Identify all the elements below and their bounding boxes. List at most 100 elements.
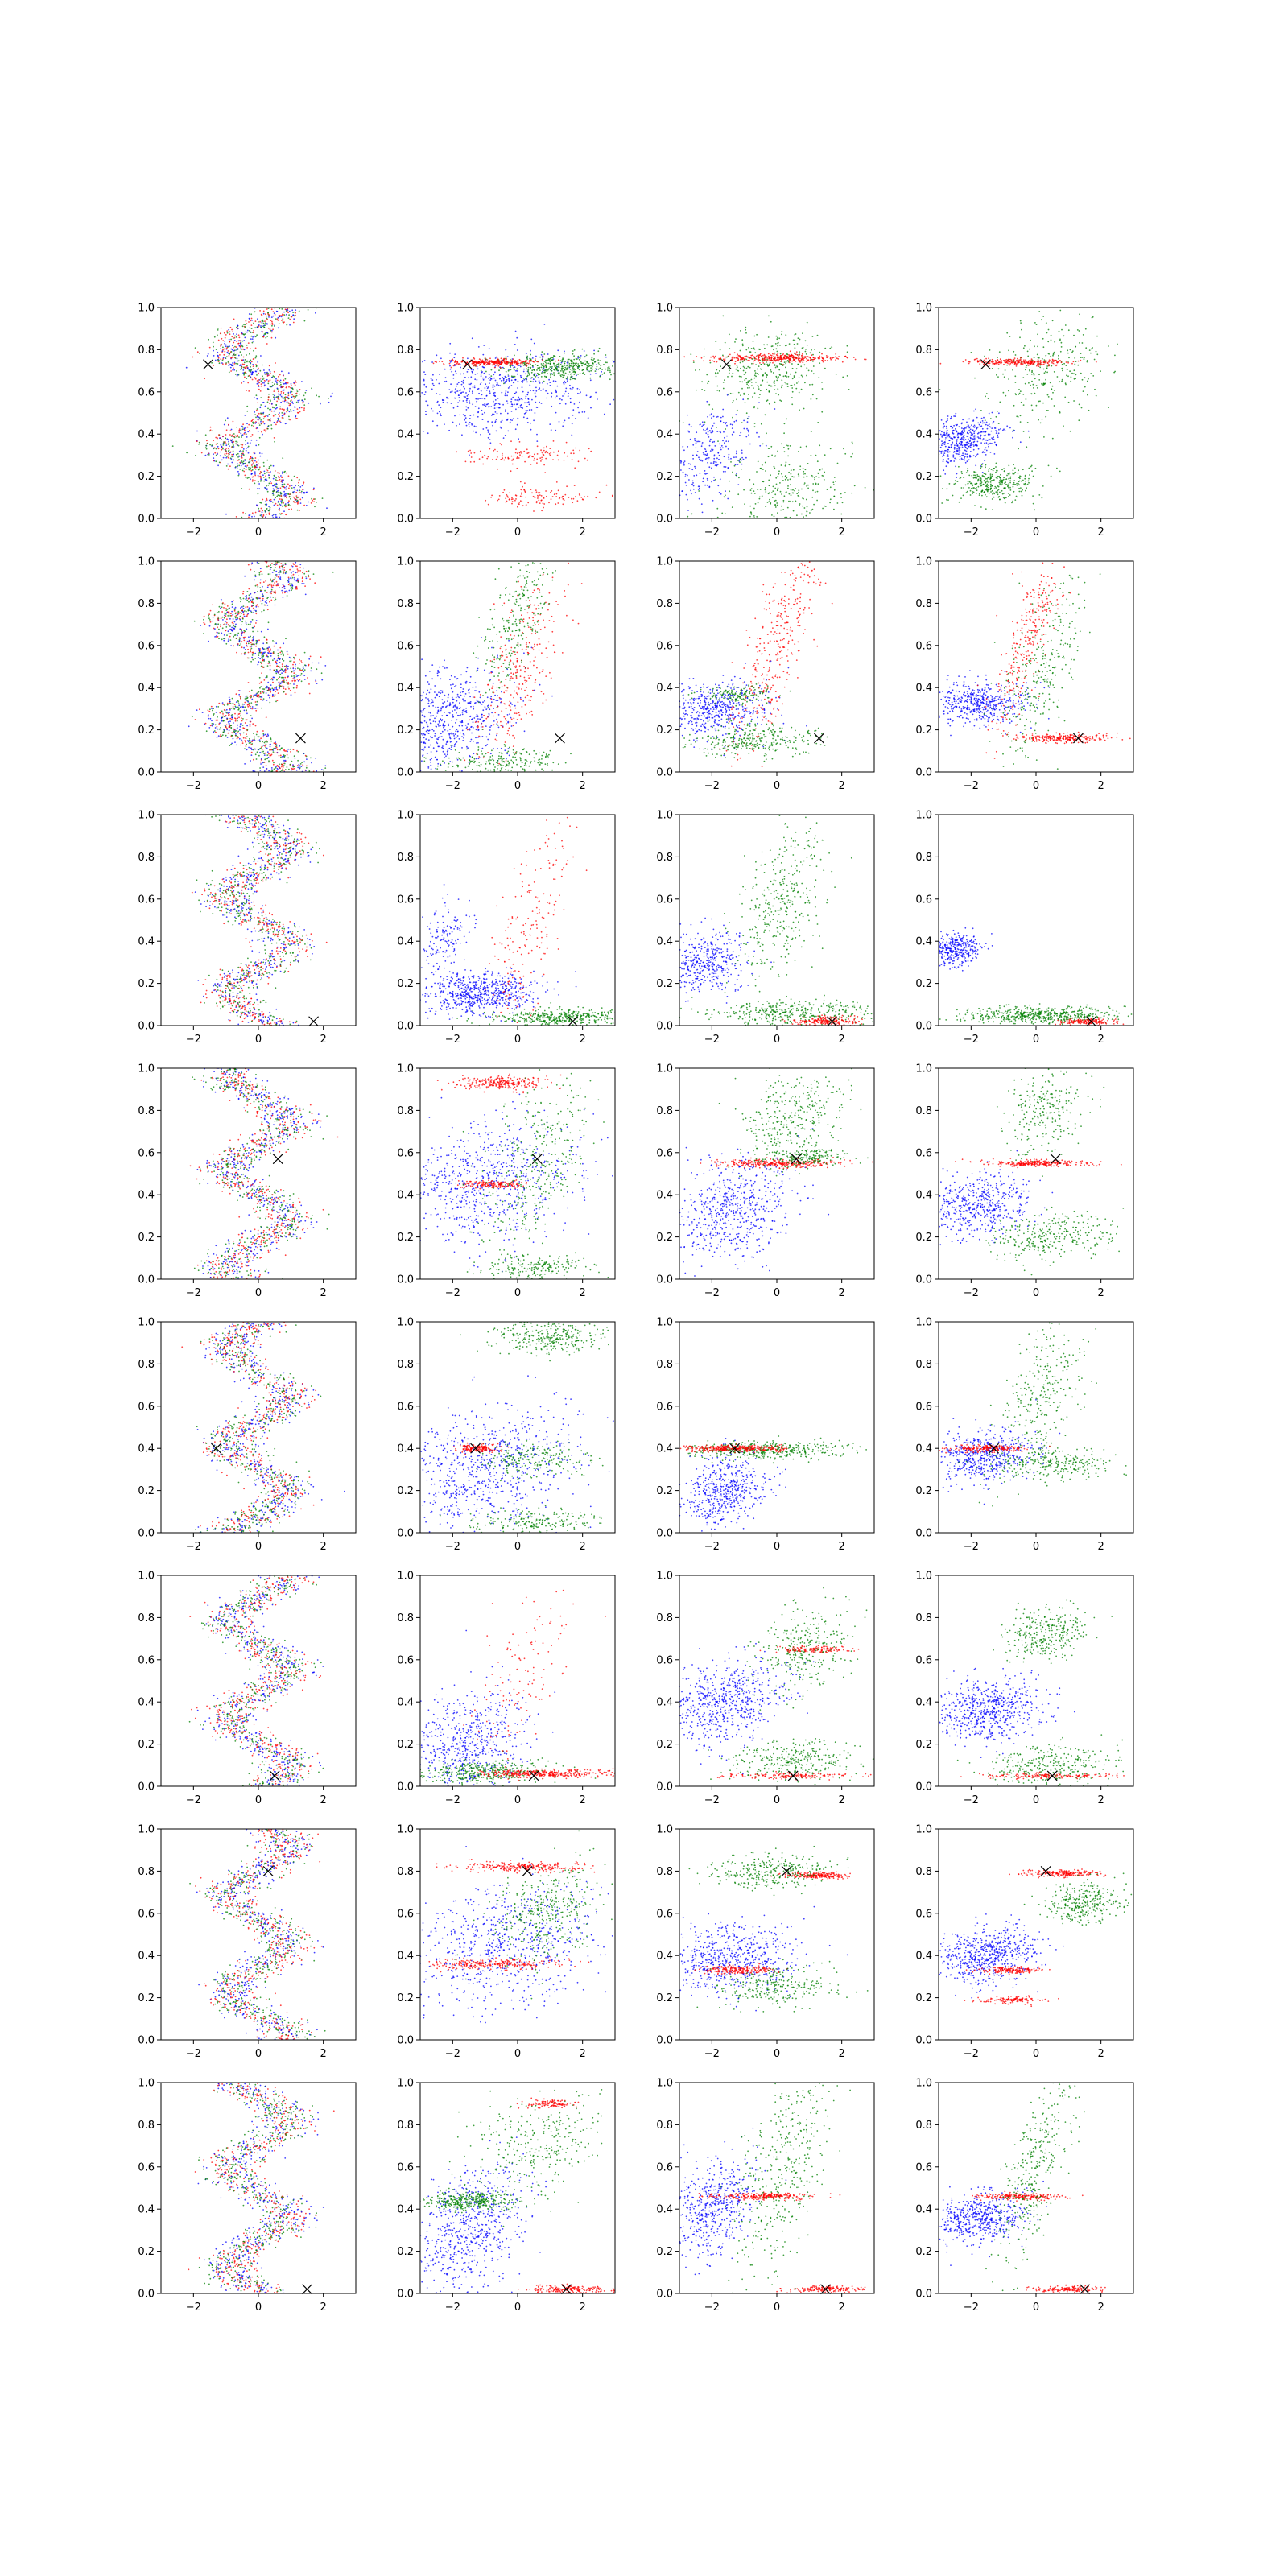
point-blue <box>468 383 470 385</box>
point-green <box>780 363 782 365</box>
point-green <box>851 441 853 444</box>
point-green <box>543 365 545 367</box>
point-blue <box>518 398 521 401</box>
point-red <box>478 358 481 360</box>
point-red <box>782 358 784 360</box>
point-blue <box>508 380 510 382</box>
point-blue <box>699 440 701 443</box>
point-green <box>667 365 669 367</box>
point-red <box>788 359 790 361</box>
point-blue <box>243 427 246 430</box>
point-green <box>510 365 512 367</box>
point-green <box>267 407 269 410</box>
y-tick-label: 1.0 <box>138 303 155 315</box>
point-green <box>555 365 558 367</box>
point-blue <box>275 336 277 339</box>
point-blue <box>457 382 460 384</box>
point-green <box>284 394 287 396</box>
point-green <box>811 496 814 498</box>
point-red <box>497 468 498 470</box>
point-red <box>254 377 256 379</box>
point-green <box>786 386 789 387</box>
point-blue <box>271 386 273 387</box>
point-blue <box>952 456 955 458</box>
point-red <box>479 450 481 452</box>
point-green <box>241 365 242 368</box>
point-green <box>268 413 270 415</box>
point-blue <box>263 369 265 371</box>
point-green <box>752 341 754 342</box>
point-green <box>557 365 559 368</box>
point-green <box>743 394 745 395</box>
point-blue <box>273 514 275 515</box>
point-blue <box>564 382 567 384</box>
point-green <box>273 489 275 492</box>
point-green <box>250 370 252 373</box>
point-blue <box>934 448 935 450</box>
point-green <box>810 454 812 456</box>
point-green <box>806 367 808 369</box>
point-green <box>242 461 243 464</box>
point-red <box>279 509 281 511</box>
point-green <box>777 512 778 514</box>
point-blue <box>248 317 250 320</box>
point-green <box>211 361 213 364</box>
point-green <box>603 364 605 365</box>
point-blue <box>555 411 557 414</box>
point-green <box>815 398 818 400</box>
point-red <box>269 379 271 382</box>
y-tick-label: 0.4 <box>656 429 673 441</box>
point-blue <box>955 428 956 430</box>
point-blue <box>741 456 743 459</box>
point-green <box>819 469 821 471</box>
point-blue <box>511 419 513 421</box>
point-blue <box>454 370 456 373</box>
point-green <box>792 510 795 512</box>
point-green <box>824 471 826 473</box>
point-blue <box>204 454 207 456</box>
point-blue <box>710 431 712 434</box>
point-green <box>278 323 280 325</box>
point-green <box>840 493 842 495</box>
point-red <box>562 495 564 497</box>
point-green <box>270 424 273 426</box>
point-green <box>250 424 253 427</box>
point-red <box>820 356 823 358</box>
point-red <box>275 362 276 364</box>
point-green <box>549 363 551 365</box>
point-red <box>495 362 497 364</box>
point-blue <box>518 396 520 398</box>
point-red <box>266 469 269 472</box>
point-blue <box>964 444 967 446</box>
point-blue <box>703 428 704 431</box>
point-blue <box>564 402 567 405</box>
point-green <box>288 418 290 420</box>
point-red <box>258 367 259 369</box>
point-red <box>258 422 260 424</box>
point-red <box>566 485 568 488</box>
point-green <box>736 409 738 411</box>
point-green <box>832 484 835 485</box>
point-blue <box>459 414 461 416</box>
point-blue <box>258 418 260 420</box>
point-blue <box>492 400 494 402</box>
point-blue <box>926 451 927 452</box>
point-red <box>233 346 234 349</box>
point-green <box>254 482 256 485</box>
point-red <box>541 510 543 512</box>
point-blue <box>535 355 537 357</box>
point-blue <box>266 387 269 390</box>
point-green <box>790 484 791 486</box>
point-green <box>550 357 551 360</box>
point-green <box>789 478 791 481</box>
point-green <box>583 364 585 365</box>
point-green <box>549 373 551 375</box>
point-red <box>261 314 263 316</box>
point-blue <box>495 402 497 404</box>
point-blue <box>489 390 491 393</box>
point-blue <box>489 377 491 378</box>
point-blue <box>250 376 251 378</box>
point-blue <box>954 415 956 417</box>
point-blue <box>964 439 967 440</box>
point-green <box>277 395 279 398</box>
